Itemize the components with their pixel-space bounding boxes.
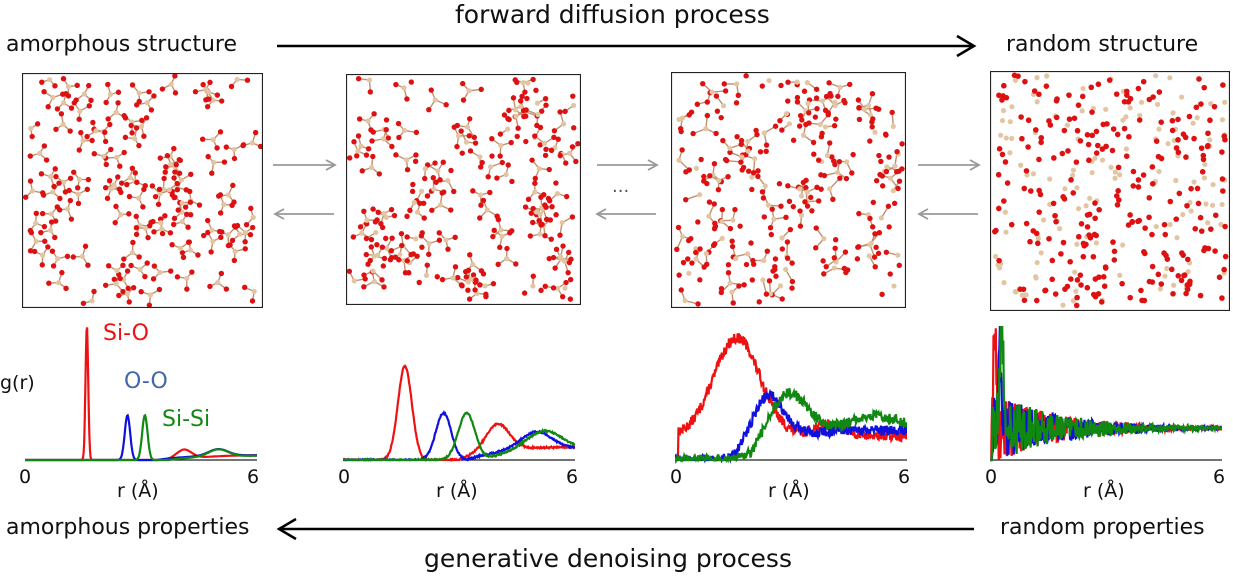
structure-box-amorphous xyxy=(22,73,263,308)
atom-layer xyxy=(23,73,263,308)
gr-curve-si-si xyxy=(990,325,1222,462)
random-properties-label: random properties xyxy=(1000,515,1205,540)
tick-6-p2: 6 xyxy=(898,466,911,488)
label-si-si: Si-Si xyxy=(162,407,211,432)
amorphous-properties-label: amorphous properties xyxy=(6,515,250,540)
tick-6-p3: 6 xyxy=(1213,466,1226,488)
amorphous-structure-label: amorphous structure xyxy=(6,32,238,57)
xlabel-p3: r (Å) xyxy=(1083,480,1125,502)
gr-plot-step-2 xyxy=(675,333,907,464)
gray-arrows xyxy=(273,159,981,220)
gr-plot-amorphous xyxy=(25,327,257,462)
label-o-o: O-O xyxy=(124,369,168,394)
gr-curve-si-o xyxy=(343,363,575,462)
gr-plot-step-1 xyxy=(343,363,575,462)
gr-curve-si-si xyxy=(25,413,257,462)
xlabel-p1: r (Å) xyxy=(436,480,478,502)
tick-0-p3: 0 xyxy=(985,466,998,488)
gr-curve-o-o xyxy=(343,409,575,462)
tick-0-p1: 0 xyxy=(338,466,351,488)
atom-layer xyxy=(674,73,905,307)
gr-curve-o-o xyxy=(675,388,907,464)
denoising-arrow xyxy=(276,517,974,541)
gr-curve-si-si xyxy=(343,411,575,462)
tick-6-p0: 6 xyxy=(247,466,260,488)
atom-layer xyxy=(346,75,581,302)
gr-ylabel: g(r) xyxy=(0,372,35,394)
gr-plot-random xyxy=(990,325,1222,462)
tick-6-p1: 6 xyxy=(566,466,579,488)
structure-box-step-1 xyxy=(346,74,581,305)
xlabel-p0: r (Å) xyxy=(117,480,159,502)
atom-layer xyxy=(992,72,1229,309)
forward-process-label: forward diffusion process xyxy=(455,0,770,29)
tick-0-p0: 0 xyxy=(19,466,32,488)
label-si-o: Si-O xyxy=(103,321,149,346)
ellipsis: ... xyxy=(612,176,630,197)
gr-curve-si-si xyxy=(675,387,907,464)
forward-arrow xyxy=(277,34,977,58)
random-structure-label: random structure xyxy=(1006,32,1199,57)
xlabel-p2: r (Å) xyxy=(768,480,810,502)
structure-box-random xyxy=(990,71,1230,311)
tick-0-p2: 0 xyxy=(670,466,683,488)
structure-box-step-2 xyxy=(671,72,906,308)
denoising-process-label: generative denoising process xyxy=(424,544,792,573)
